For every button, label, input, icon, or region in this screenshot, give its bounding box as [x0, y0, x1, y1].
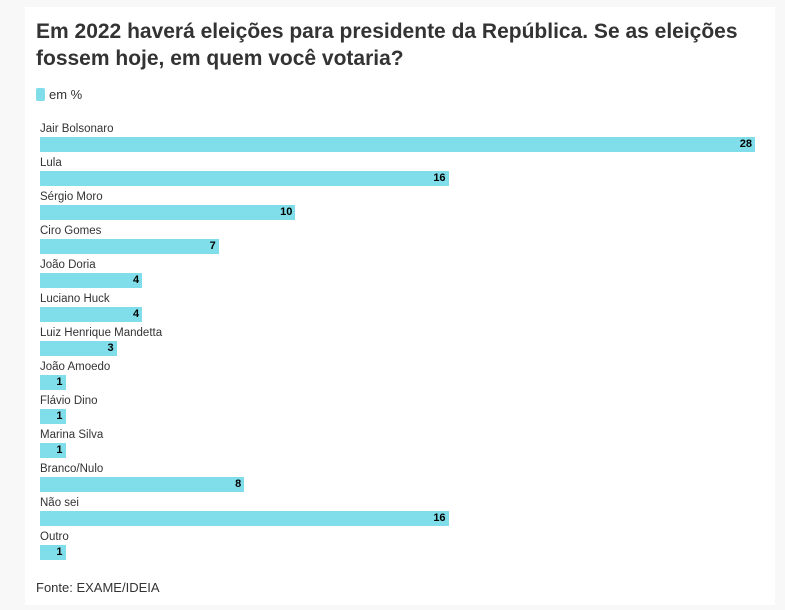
bar-row: Sérgio Moro 10: [40, 190, 770, 224]
category-label: Não sei: [40, 497, 79, 509]
bar: 4: [40, 307, 143, 322]
category-label: João Amoedo: [40, 361, 111, 373]
category-label: Flávio Dino: [40, 395, 98, 407]
bar-row: Marina Silva 1: [40, 428, 770, 462]
bar-row: Luiz Henrique Mandetta 3: [40, 326, 770, 360]
category-label: Branco/Nulo: [40, 463, 104, 475]
bar: 1: [40, 443, 66, 458]
bar-value-label: 10: [280, 206, 293, 218]
bar: 1: [40, 375, 66, 390]
bar-value-label: 7: [209, 240, 216, 252]
bar-value-label: 8: [235, 478, 242, 490]
category-label: Jair Bolsonaro: [40, 123, 114, 135]
chart-card: Em 2022 haverá eleições para presidente …: [25, 7, 775, 605]
bar-row: Flávio Dino 1: [40, 394, 770, 428]
category-label: Marina Silva: [40, 429, 104, 441]
bar-row: Não sei 16: [40, 496, 770, 530]
bar: 16: [40, 171, 449, 186]
bar-row: Jair Bolsonaro 28: [40, 122, 770, 156]
bar: 4: [40, 273, 143, 288]
bar-value-label: 1: [56, 444, 63, 456]
bar-value-label: 1: [56, 546, 63, 558]
category-label: Luciano Huck: [40, 293, 110, 305]
bar: 28: [40, 137, 755, 152]
bar-value-label: 4: [133, 308, 140, 320]
bar-value-label: 28: [739, 138, 752, 150]
category-label: Ciro Gomes: [40, 225, 102, 237]
bar-value-label: 16: [433, 512, 446, 524]
bar-row: Lula 16: [40, 156, 770, 190]
category-label: João Doria: [40, 259, 96, 271]
bar: 8: [40, 477, 245, 492]
category-label: Luiz Henrique Mandetta: [40, 327, 163, 339]
bar-value-label: 16: [433, 172, 446, 184]
bar: 10: [40, 205, 296, 220]
bar-value-label: 1: [56, 410, 63, 422]
category-label: Outro: [40, 531, 69, 543]
category-label: Sérgio Moro: [40, 191, 103, 203]
bar: 16: [40, 511, 449, 526]
bar: 1: [40, 545, 66, 560]
chart-title: Em 2022 haverá eleições para presidente …: [36, 20, 738, 70]
bar-row: João Amoedo 1: [40, 360, 770, 394]
bar-row: Ciro Gomes 7: [40, 224, 770, 258]
bar-row: João Doria 4: [40, 258, 770, 292]
bar-row: Luciano Huck 4: [40, 292, 770, 326]
bar-value-label: 4: [133, 274, 140, 286]
legend-swatch: [36, 88, 45, 101]
legend-label: em %: [49, 87, 83, 102]
source-note: Fonte: EXAME/IDEIA: [36, 580, 160, 595]
bar-row: Outro 1: [40, 530, 770, 564]
bar: 1: [40, 409, 66, 424]
category-label: Lula: [40, 157, 62, 169]
legend: em %: [36, 87, 82, 102]
bar: 7: [40, 239, 219, 254]
bar: 3: [40, 341, 117, 356]
bar-row: Branco/Nulo 8: [40, 462, 770, 496]
bar-value-label: 1: [56, 376, 63, 388]
bar-chart: Jair Bolsonaro 28 Lula 16 Sérgio Moro 10 Ciro …: [40, 115, 770, 560]
bar-value-label: 3: [107, 342, 114, 354]
